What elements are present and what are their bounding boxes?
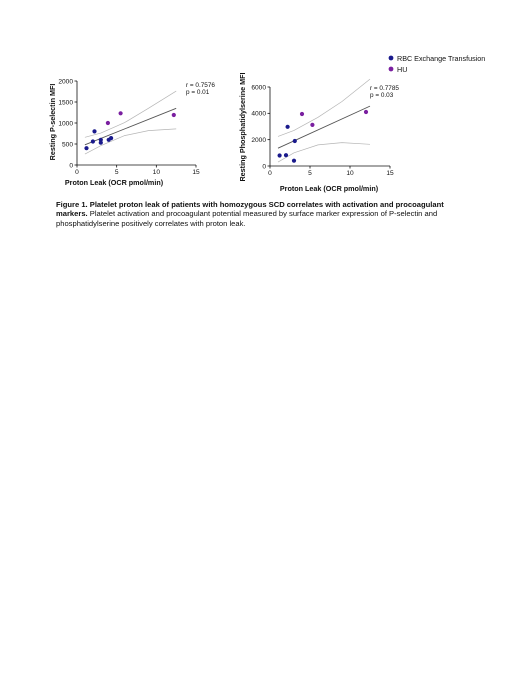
y-tick-label: 6000 <box>251 84 266 91</box>
rbc-point <box>277 153 282 158</box>
p-value: p = 0.01 <box>186 89 210 96</box>
legend-label-hu: HU <box>397 65 407 74</box>
ci-upper-curve <box>277 78 371 137</box>
rbc-point <box>292 138 297 144</box>
hu-point <box>299 111 305 117</box>
figure-caption: Figure 1. Platelet proton leak of patien… <box>56 200 476 228</box>
x-axis-title: Proton Leak (OCR pmol/min) <box>280 184 379 193</box>
ci-upper-band <box>277 78 371 137</box>
y-tick-label: 4000 <box>251 111 266 118</box>
data-points <box>277 109 369 163</box>
x-tick-label: 0 <box>268 170 272 177</box>
regression-line <box>277 105 371 149</box>
rbc-point <box>90 139 95 144</box>
x-tick-label: 5 <box>308 170 312 177</box>
ticks: 0 5 10 15 0 500 1000 1500 2000 <box>58 78 200 176</box>
y-tick-label: 2000 <box>251 137 266 144</box>
rbc-point <box>98 140 103 145</box>
legend-swatch-hu <box>388 66 394 72</box>
x-axis-title: Proton Leak (OCR pmol/min) <box>65 178 164 187</box>
ci-lower-curve <box>84 128 177 155</box>
rbc-point <box>283 153 289 158</box>
ci-upper-band <box>84 90 177 138</box>
r-value: r = 0.7785 <box>370 85 399 92</box>
rbc-point <box>285 124 290 129</box>
y-axis-title: Resting P-selectin MFI <box>48 84 57 161</box>
axes <box>269 87 390 167</box>
x-tick-label: 10 <box>153 169 161 176</box>
regression-line-path <box>277 105 371 149</box>
phosphatidylserine-chart: 0 5 10 15 0 2000 4000 6000 Proton Leak (OCR pmo… <box>238 72 399 193</box>
y-tick-label: 1500 <box>58 99 73 106</box>
y-axis-title: Resting Phosphatidylserine MFI <box>238 72 247 181</box>
rbc-point <box>92 129 97 134</box>
ticks: 0 5 10 15 0 2000 4000 6000 <box>251 84 394 177</box>
x-tick-label: 15 <box>386 170 394 177</box>
y-tick-label: 1000 <box>58 120 73 127</box>
hu-point <box>363 109 369 115</box>
regression-line <box>84 107 177 146</box>
ci-lower-band <box>277 142 371 163</box>
hu-point <box>171 112 176 118</box>
data-points <box>84 111 176 151</box>
x-tick-label: 5 <box>115 169 119 176</box>
ci-lower-curve <box>277 142 371 163</box>
p-selectin-chart: 0 5 10 15 0 500 1000 1500 2000 Proton Leak (OCR … <box>48 78 215 187</box>
x-tick-label: 0 <box>75 169 79 176</box>
y-tick-label: 500 <box>62 141 73 148</box>
y-tick-label: 2000 <box>58 78 73 85</box>
legend-label-rbc: RBC Exchange Transfusion <box>397 54 485 63</box>
x-tick-label: 15 <box>192 169 200 176</box>
p-value: p = 0.03 <box>370 92 394 99</box>
hu-point <box>118 111 123 116</box>
axes <box>76 81 196 166</box>
ci-upper-curve <box>84 90 177 138</box>
x-tick-label: 10 <box>346 170 354 177</box>
rbc-point <box>291 158 297 163</box>
y-tick-label: 0 <box>69 162 73 169</box>
caption-text: Platelet activation and procoagulant pot… <box>56 209 438 228</box>
legend: RBC Exchange Transfusion HU <box>388 54 485 74</box>
ci-lower-band <box>84 128 177 155</box>
hu-point <box>105 120 110 126</box>
regression-line-path <box>84 107 177 146</box>
rbc-point <box>98 137 103 142</box>
r-value: r = 0.7576 <box>186 82 215 89</box>
rbc-point <box>109 136 114 141</box>
y-tick-label: 0 <box>262 163 266 170</box>
legend-swatch-rbc <box>388 55 394 61</box>
rbc-point <box>84 146 89 151</box>
caption-title: Figure 1. Platelet proton leak of patien… <box>56 200 444 219</box>
hu-point <box>310 122 315 127</box>
